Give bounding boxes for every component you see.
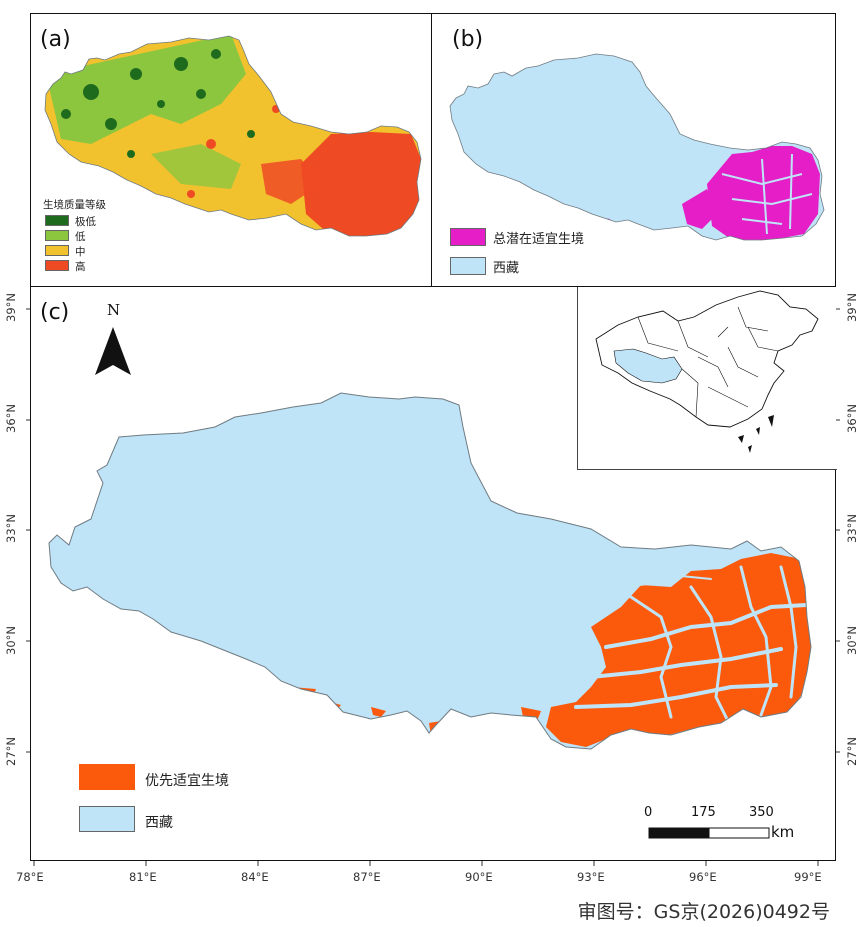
lon-tick-90: 90°E [465,870,493,884]
lon-tick-81: 81°E [129,870,157,884]
panel-c-label: (c) [40,300,70,325]
lat-tick-right-30: 30°N [845,626,859,655]
lat-tick-left-36: 36°N [4,404,18,433]
lon-tick-87: 87°E [353,870,381,884]
panel-c: (c) N [30,286,837,861]
legend-swatch-high [45,260,69,271]
lon-tick-99: 99°E [794,870,822,884]
legend-label-potential-habitat: 总潜在适宜生境 [493,232,585,247]
lat-tick-right-33: 33°N [845,514,859,543]
panel-b: (b) 总潜在适宜生境 西藏 [431,13,836,288]
north-arrow-icon [95,327,131,375]
legend-label-very-low: 极低 [75,216,96,228]
north-label: N [107,301,121,319]
legend-swatch-priority-habitat [79,764,135,790]
scale-tick-350: 350 [749,805,774,820]
legend-swatch-medium [45,245,69,256]
scale-unit: km [771,823,795,841]
legend-swatch-tibet-c [79,806,135,832]
panel-b-label: (b) [452,27,484,52]
habitat-quality-map [44,35,422,237]
map-approval-number: 审图号：GS京(2026)0492号 [577,901,830,923]
legend-swatch-tibet-b [450,257,486,275]
lat-tick-left-33: 33°N [4,514,18,543]
legend-label-medium: 中 [75,246,86,258]
china-inset-map [595,290,819,453]
legend-swatch-very-low [45,215,69,226]
lat-tick-left-39: 39°N [4,293,18,322]
lat-tick-left-30: 30°N [4,626,18,655]
legend-label-high: 高 [75,261,86,273]
scale-tick-0: 0 [644,805,653,820]
legend-swatch-potential-habitat [450,228,486,246]
lon-tick-78: 78°E [16,870,44,884]
legend-swatch-low [45,230,69,241]
lat-tick-right-36: 36°N [845,404,859,433]
lon-tick-93: 93°E [577,870,605,884]
potential-habitat-map [449,53,825,241]
china-inset-frame [577,287,837,470]
scale-tick-175: 175 [691,805,716,820]
legend-label-tibet-c: 西藏 [145,815,173,831]
scale-bar [648,827,770,839]
legend-label-priority-habitat: 优先适宜生境 [145,773,229,789]
lon-tick-84: 84°E [241,870,269,884]
panel-a: (a) [30,13,433,288]
lat-tick-right-27: 27°N [845,737,859,766]
panel-a-label: (a) [40,27,71,52]
legend-label-low: 低 [75,231,86,243]
lat-tick-left-27: 27°N [4,737,18,766]
priority-habitat-map [48,392,812,750]
lon-tick-96: 96°E [689,870,717,884]
legend-label-tibet-b: 西藏 [493,261,520,276]
habitat-legend-title: 生境质量等级 [43,199,106,211]
lat-tick-right-39: 39°N [845,293,859,322]
